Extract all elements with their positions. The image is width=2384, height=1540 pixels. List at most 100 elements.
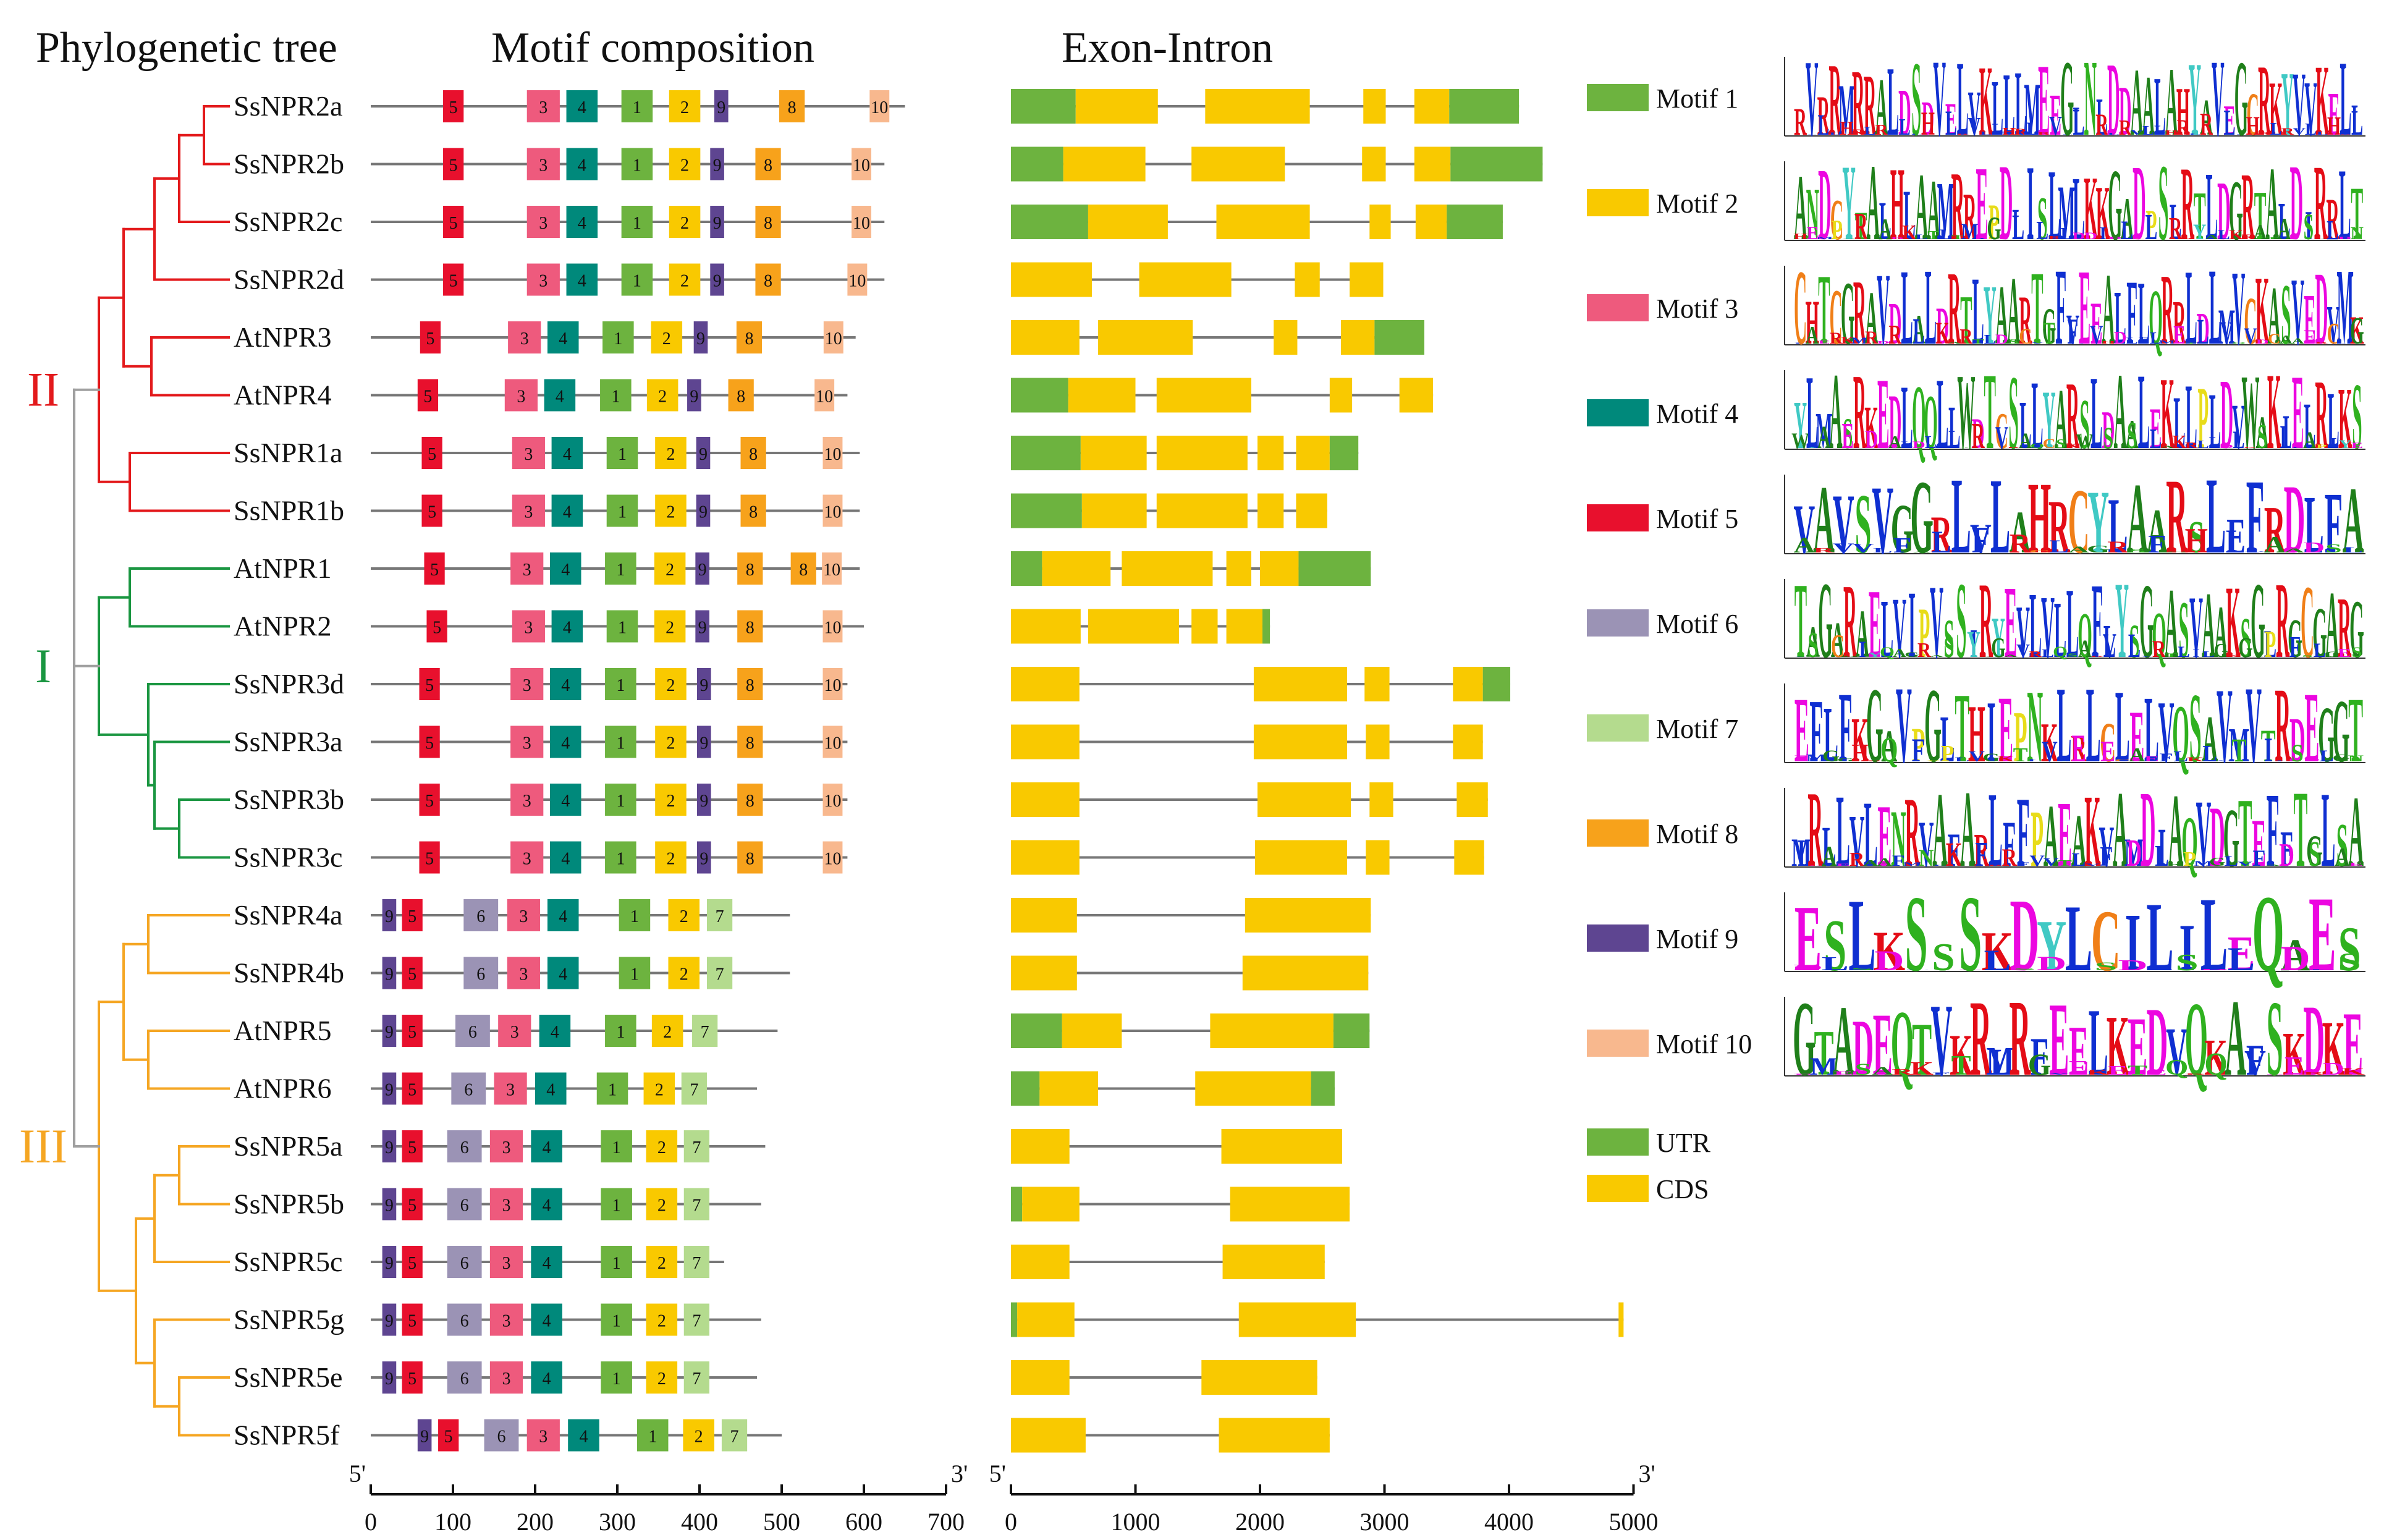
logo-letter: L xyxy=(1933,865,1947,866)
cds-segment xyxy=(1042,551,1111,586)
motif-number: 9 xyxy=(385,1081,394,1100)
logo-letter: Y xyxy=(2339,438,2352,451)
gene-name-atnpr2: AtNPR2 xyxy=(234,611,331,642)
logo-letter: Q xyxy=(2204,1046,2227,1081)
motif-number: 2 xyxy=(666,850,675,869)
gene-name-ssnpr5c: SsNPR5c xyxy=(234,1246,342,1277)
logo-letter: N xyxy=(1891,793,1906,884)
motif-number: 8 xyxy=(746,676,755,695)
motif-number: 8 xyxy=(764,214,772,233)
logo-letter: D xyxy=(1922,91,1935,145)
logo-letter: M xyxy=(2024,67,2040,151)
logo-letter: A xyxy=(2114,352,2127,472)
logo-letter: A xyxy=(1863,858,1879,868)
motif-number: 9 xyxy=(385,1138,394,1157)
logo-letter: Q xyxy=(2165,1055,2188,1080)
logo-letter: P xyxy=(2265,622,2276,666)
motif-9-box xyxy=(714,90,729,122)
logo-letter: V xyxy=(1872,467,1893,575)
logo-letter: E xyxy=(2129,696,2144,778)
cds-segment xyxy=(1011,667,1080,701)
motif-8-box xyxy=(728,379,754,412)
logo-letter: Q xyxy=(1880,644,1895,660)
motif-number: 3 xyxy=(539,214,547,233)
logo-letter: L xyxy=(2012,207,2024,247)
logo-letter: K xyxy=(1979,45,1993,157)
logo-letter: A xyxy=(1806,617,1820,666)
motif-5-box xyxy=(443,206,464,238)
logo-letter: A xyxy=(2131,49,2144,156)
logo-letter: T xyxy=(1814,1017,1834,1089)
exon-tick-label: 0 xyxy=(1005,1508,1017,1536)
motif-number: 10 xyxy=(824,503,841,522)
cds-segment xyxy=(1399,378,1434,413)
logo-letter: S xyxy=(1911,39,1921,158)
logo-letter: T xyxy=(2254,177,2267,255)
cds-segment xyxy=(1156,436,1248,470)
logo-letter: M xyxy=(1851,336,1869,346)
logo-letter: R xyxy=(2019,281,2032,359)
motif-7-box xyxy=(721,1419,748,1452)
motif-number: 3 xyxy=(510,1023,519,1042)
logo-letter: L xyxy=(1794,343,1806,344)
logo-letter: L xyxy=(2012,200,2024,249)
gene-name-ssnpr2a: SsNPR2a xyxy=(234,90,342,122)
logo-letter: A xyxy=(2284,548,2306,554)
logo-letter: A xyxy=(2121,185,2134,253)
motif-6-box xyxy=(447,1361,482,1394)
logo-letter: V xyxy=(1896,664,1912,785)
logo-letter: R xyxy=(1830,329,1843,348)
logo-letter: V xyxy=(1853,541,1874,556)
logo-letter: P xyxy=(2197,368,2209,468)
logo-letter: L xyxy=(2031,360,2043,470)
logo-letter: D xyxy=(1972,409,1985,458)
logo-letter: T xyxy=(1818,253,1830,366)
motif-4-box xyxy=(566,90,598,122)
motif-number: 9 xyxy=(700,676,708,695)
motif-6-box xyxy=(463,957,499,989)
motif-9-box xyxy=(710,148,724,180)
motif-number: 1 xyxy=(612,1312,621,1331)
motif-4-box xyxy=(549,552,581,585)
utr-segment xyxy=(1011,1071,1040,1106)
cds-segment xyxy=(1011,898,1077,933)
logo-letter: D xyxy=(2217,163,2230,258)
logo-letter: D xyxy=(2279,837,2294,873)
logo-letter: A xyxy=(1960,768,1976,890)
motif-number: 1 xyxy=(616,792,625,811)
motif-number: 1 xyxy=(633,156,641,176)
logo-letter: M xyxy=(2229,718,2250,772)
motif-number: 6 xyxy=(476,965,485,984)
utr-segment xyxy=(1333,1013,1370,1048)
motif-number: 6 xyxy=(460,1369,469,1389)
logo-letter: G xyxy=(2087,543,2110,555)
motif-1-box xyxy=(606,610,638,643)
logo-letter: C xyxy=(2019,324,2032,349)
logo-letter: R xyxy=(2181,237,2194,240)
exon-tick-label: 5000 xyxy=(1609,1508,1659,1536)
logo-letter: A xyxy=(1913,307,1925,353)
logo-letter: K xyxy=(2269,66,2283,151)
cds-segment xyxy=(1274,320,1298,355)
logo-letter: V xyxy=(1877,252,1890,366)
logo-letter: L xyxy=(2189,133,2200,135)
logo-letter: Q xyxy=(1912,366,1926,468)
logo-letter: R xyxy=(1865,328,1879,348)
motif-8-box xyxy=(779,90,805,122)
logo-letter: D xyxy=(1888,290,1901,357)
motif-5-box xyxy=(438,1419,459,1452)
logo-letter: M xyxy=(1903,861,1922,867)
logo-letter: E xyxy=(1794,678,1809,782)
logo-letter: R xyxy=(2048,235,2061,240)
cds-segment xyxy=(1088,205,1168,239)
motif-3-box xyxy=(498,1015,531,1047)
logo-letter: L xyxy=(2317,131,2328,135)
motif-number: 3 xyxy=(523,734,531,753)
logo-letter: D xyxy=(1877,444,1890,449)
logo-letter: L xyxy=(2073,98,2085,144)
logo-letter: L xyxy=(1940,703,1955,777)
clade-label-ii: II xyxy=(27,363,59,417)
